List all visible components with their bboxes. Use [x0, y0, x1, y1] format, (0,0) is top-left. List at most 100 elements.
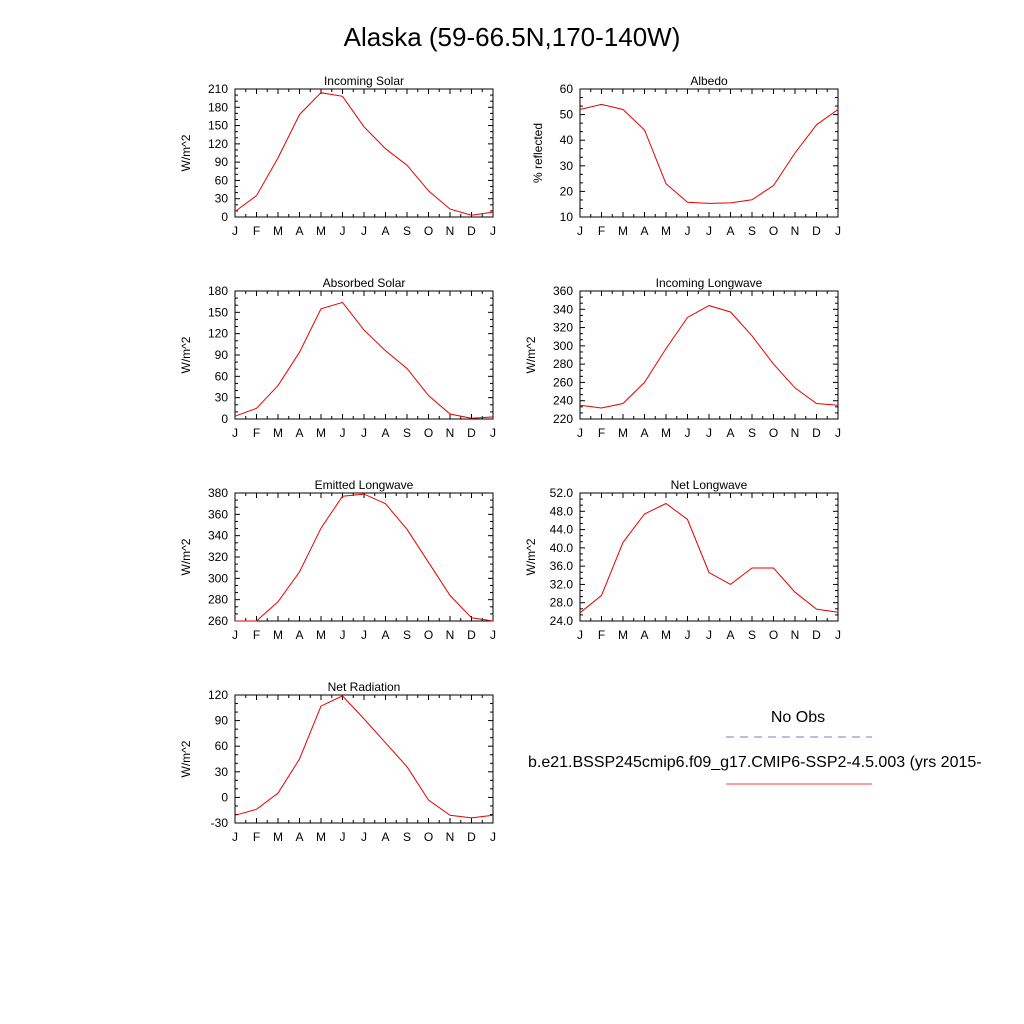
y-tick-label: 90: [215, 348, 229, 362]
x-tick-label: F: [253, 830, 260, 844]
x-tick-label: N: [791, 224, 800, 238]
plot-frame: [234, 492, 494, 622]
y-tick-label: 380: [208, 486, 228, 500]
y-tick-label: 30: [215, 391, 229, 405]
x-tick-label: F: [253, 224, 260, 238]
x-tick-label: O: [769, 224, 778, 238]
x-tick-label: D: [812, 628, 821, 642]
x-tick-label: A: [295, 224, 303, 238]
x-tick-label: N: [791, 426, 800, 440]
x-tick-label: N: [446, 830, 455, 844]
x-tick-label: J: [706, 426, 712, 440]
panel-title: Net Radiation: [328, 680, 401, 694]
y-tick-label: 360: [553, 284, 573, 298]
y-tick-label: 90: [215, 714, 229, 728]
panel-title: Incoming Solar: [324, 74, 404, 88]
x-tick-label: J: [361, 426, 367, 440]
y-axis-label: W/m^2: [179, 134, 193, 171]
y-tick-label: 44.0: [550, 523, 574, 537]
y-tick-label: 340: [208, 529, 228, 543]
x-tick-label: J: [835, 426, 841, 440]
x-tick-label: M: [273, 830, 283, 844]
x-tick-label: J: [361, 628, 367, 642]
x-tick-label: J: [490, 628, 496, 642]
x-tick-label: S: [748, 628, 756, 642]
x-tick-label: D: [812, 224, 821, 238]
x-tick-label: J: [490, 224, 496, 238]
y-axis-label: W/m^2: [179, 336, 193, 373]
y-tick-label: -30: [211, 816, 229, 830]
y-tick-label: 0: [221, 412, 228, 426]
x-tick-label: M: [316, 224, 326, 238]
x-tick-label: J: [232, 426, 238, 440]
x-tick-label: J: [361, 830, 367, 844]
y-tick-label: 280: [208, 593, 228, 607]
legend: No Obs b.e21.BSSP245cmip6.f09_g17.CMIP6-…: [528, 709, 982, 785]
x-tick-label: M: [273, 628, 283, 642]
panel-title: Emitted Longwave: [315, 478, 414, 492]
y-tick-label: 36.0: [550, 559, 574, 573]
y-tick-label: 48.0: [550, 504, 574, 518]
y-tick-label: 360: [208, 507, 228, 521]
series-line: [579, 305, 839, 409]
x-tick-label: J: [232, 830, 238, 844]
panel-title: Incoming Longwave: [656, 276, 763, 290]
series-line: [579, 502, 839, 614]
series-line: [234, 301, 494, 419]
y-tick-label: 120: [208, 688, 228, 702]
y-tick-label: 50: [560, 108, 574, 122]
x-tick-label: A: [726, 426, 734, 440]
x-tick-label: O: [769, 628, 778, 642]
x-tick-label: A: [726, 224, 734, 238]
y-tick-label: 120: [208, 137, 228, 151]
x-tick-label: M: [316, 628, 326, 642]
y-tick-label: 0: [221, 210, 228, 224]
x-tick-label: D: [467, 224, 476, 238]
y-tick-label: 180: [208, 284, 228, 298]
y-tick-label: 180: [208, 100, 228, 114]
x-tick-label: F: [598, 426, 605, 440]
x-tick-label: F: [253, 426, 260, 440]
x-tick-label: A: [640, 628, 648, 642]
x-tick-label: J: [577, 224, 583, 238]
plot-frame: [234, 694, 494, 824]
series-line: [235, 493, 494, 622]
x-tick-label: M: [316, 426, 326, 440]
series-line: [234, 92, 494, 216]
x-tick-label: M: [273, 224, 283, 238]
y-tick-label: 30: [560, 159, 574, 173]
y-tick-label: 150: [208, 305, 228, 319]
x-tick-label: O: [424, 628, 433, 642]
y-tick-label: 30: [215, 192, 229, 206]
y-tick-label: 24.0: [550, 614, 574, 628]
figure-title: Alaska (59-66.5N,170-140W): [344, 22, 681, 52]
x-tick-label: S: [403, 628, 411, 642]
x-tick-label: S: [403, 426, 411, 440]
series-line: [234, 695, 494, 819]
y-tick-label: 320: [208, 550, 228, 564]
y-tick-label: 340: [553, 302, 573, 316]
y-tick-label: 60: [215, 739, 229, 753]
x-tick-label: S: [403, 224, 411, 238]
x-tick-label: J: [340, 830, 346, 844]
x-tick-label: A: [640, 426, 648, 440]
x-tick-label: J: [340, 224, 346, 238]
y-tick-label: 240: [553, 394, 573, 408]
x-tick-label: N: [446, 426, 455, 440]
y-tick-label: 320: [553, 321, 573, 335]
x-tick-label: M: [661, 628, 671, 642]
x-tick-label: A: [640, 224, 648, 238]
y-axis-label: W/m^2: [179, 538, 193, 575]
x-tick-label: J: [577, 426, 583, 440]
y-axis-label: % reflected: [531, 123, 545, 183]
y-tick-label: 90: [215, 155, 229, 169]
x-tick-label: O: [769, 426, 778, 440]
x-tick-label: N: [791, 628, 800, 642]
x-tick-label: A: [295, 830, 303, 844]
y-tick-label: 0: [221, 790, 228, 804]
